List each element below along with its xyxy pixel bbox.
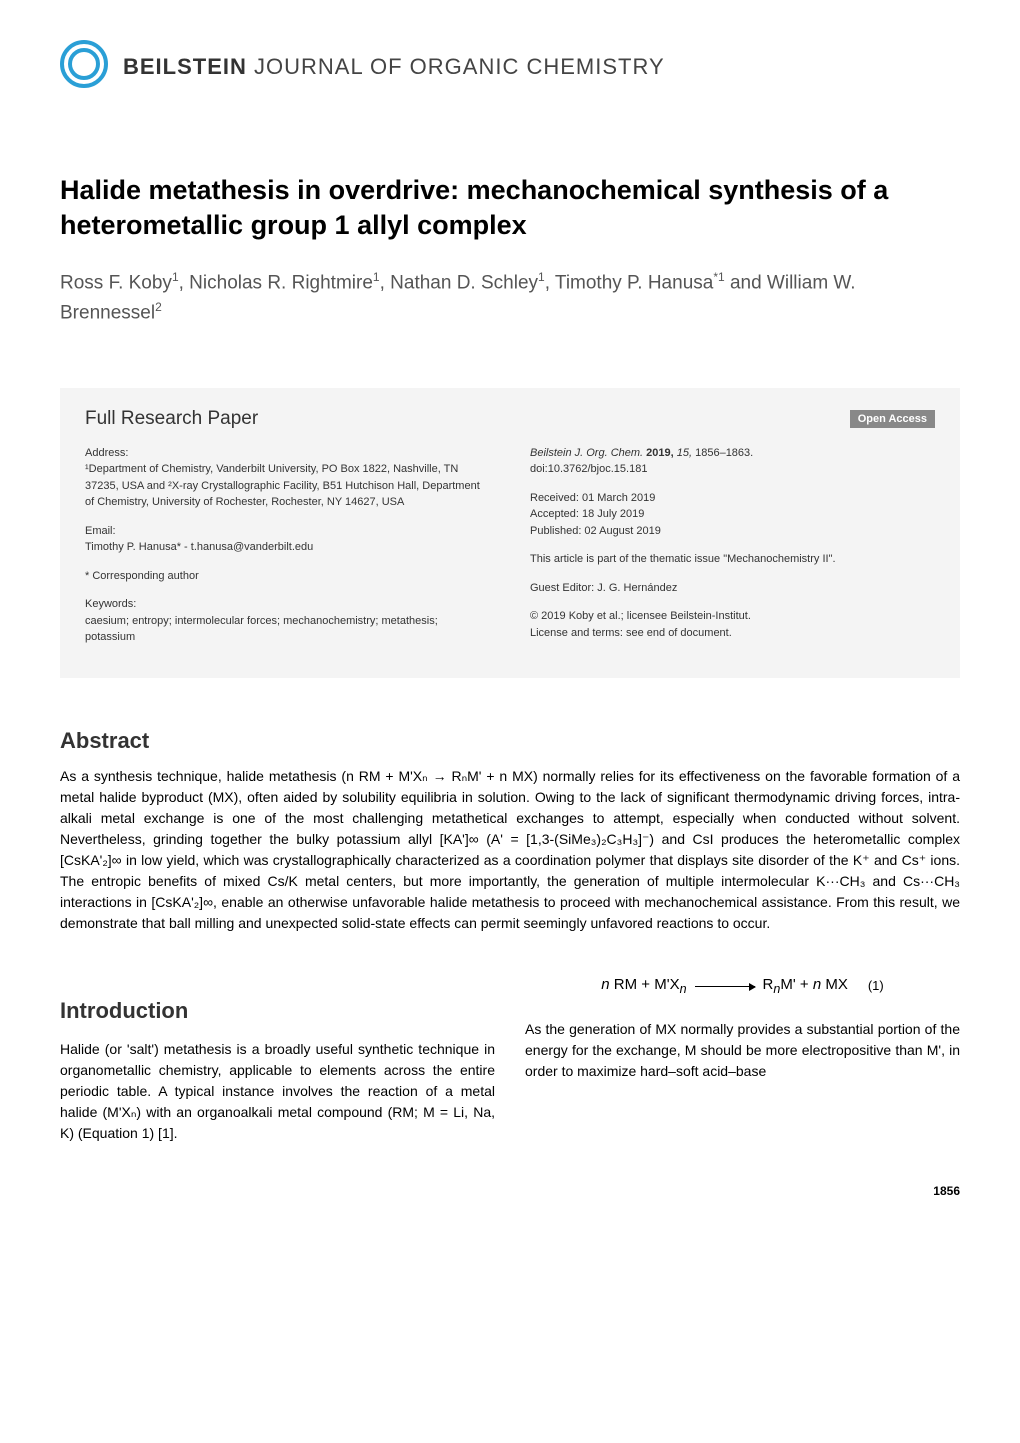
address-text: ¹Department of Chemistry, Vanderbilt Uni… — [85, 461, 490, 511]
copyright-text: © 2019 Koby et al.; licensee Beilstein-I… — [530, 608, 935, 625]
authors: Ross F. Koby1, Nicholas R. Rightmire1, N… — [60, 268, 960, 328]
equation-right-side: RnM' + n MX — [763, 974, 848, 999]
reaction-arrow-icon — [695, 986, 755, 987]
introduction-right-column: n RM + M'Xn RnM' + n MX (1) As the gener… — [525, 974, 960, 1144]
email-block: Email: Timothy P. Hanusa* - t.hanusa@van… — [85, 523, 490, 556]
thematic-issue: This article is part of the thematic iss… — [530, 551, 935, 568]
keywords-label: Keywords: — [85, 596, 490, 613]
keywords-block: Keywords: caesium; entropy; intermolecul… — [85, 596, 490, 646]
journal-name: BEILSTEIN JOURNAL OF ORGANIC CHEMISTRY — [123, 54, 665, 80]
citation-block: Beilstein J. Org. Chem. 2019, 15, 1856–1… — [530, 445, 935, 478]
journal-name-bold: BEILSTEIN — [123, 54, 247, 79]
doi-text: doi:10.3762/bjoc.15.181 — [530, 461, 935, 478]
license-block: © 2019 Koby et al.; licensee Beilstein-I… — [530, 608, 935, 641]
address-block: Address: ¹Department of Chemistry, Vande… — [85, 445, 490, 511]
info-left-column: Address: ¹Department of Chemistry, Vande… — [85, 445, 490, 658]
guest-editor: Guest Editor: J. G. Hernández — [530, 580, 935, 597]
equation-1: n RM + M'Xn RnM' + n MX (1) — [525, 974, 960, 999]
info-right-column: Beilstein J. Org. Chem. 2019, 15, 1856–1… — [530, 445, 935, 658]
keywords-text: caesium; entropy; intermolecular forces;… — [85, 613, 490, 646]
license-text: License and terms: see end of document. — [530, 625, 935, 642]
dates-block: Received: 01 March 2019 Accepted: 18 Jul… — [530, 490, 935, 540]
introduction-columns: Introduction Halide (or 'salt') metathes… — [60, 974, 960, 1144]
open-access-badge: Open Access — [850, 410, 935, 428]
introduction-right-text: As the generation of MX normally provide… — [525, 1019, 960, 1082]
paper-type: Full Research Paper — [85, 408, 258, 430]
journal-name-rest: JOURNAL OF ORGANIC CHEMISTRY — [247, 54, 665, 79]
article-title: Halide metathesis in overdrive: mechanoc… — [60, 173, 960, 243]
citation-journal: Beilstein J. Org. Chem. — [530, 447, 643, 459]
corresponding-author: * Corresponding author — [85, 568, 490, 585]
page-number: 1856 — [60, 1184, 960, 1198]
introduction-left-column: Introduction Halide (or 'salt') metathes… — [60, 974, 495, 1144]
journal-header: BEILSTEIN JOURNAL OF ORGANIC CHEMISTRY — [60, 40, 960, 93]
published-date: Published: 02 August 2019 — [530, 523, 935, 540]
info-box: Full Research Paper Open Access Address:… — [60, 388, 960, 678]
info-columns: Address: ¹Department of Chemistry, Vande… — [85, 445, 935, 658]
abstract-heading: Abstract — [60, 728, 960, 754]
accepted-date: Accepted: 18 July 2019 — [530, 506, 935, 523]
introduction-left-text: Halide (or 'salt') metathesis is a broad… — [60, 1039, 495, 1144]
equation-left-side: n RM + M'Xn — [601, 974, 686, 999]
citation-details: 2019, 15, 1856–1863. — [643, 447, 753, 459]
paper-type-row: Full Research Paper Open Access — [85, 408, 935, 430]
email-text: Timothy P. Hanusa* - t.hanusa@vanderbilt… — [85, 539, 490, 556]
email-label: Email: — [85, 523, 490, 540]
introduction-heading: Introduction — [60, 994, 495, 1027]
address-label: Address: — [85, 445, 490, 462]
beilstein-logo-icon — [60, 40, 123, 93]
citation-line: Beilstein J. Org. Chem. 2019, 15, 1856–1… — [530, 445, 935, 462]
received-date: Received: 01 March 2019 — [530, 490, 935, 507]
equation-number: (1) — [868, 976, 884, 996]
abstract-text: As a synthesis technique, halide metathe… — [60, 766, 960, 934]
